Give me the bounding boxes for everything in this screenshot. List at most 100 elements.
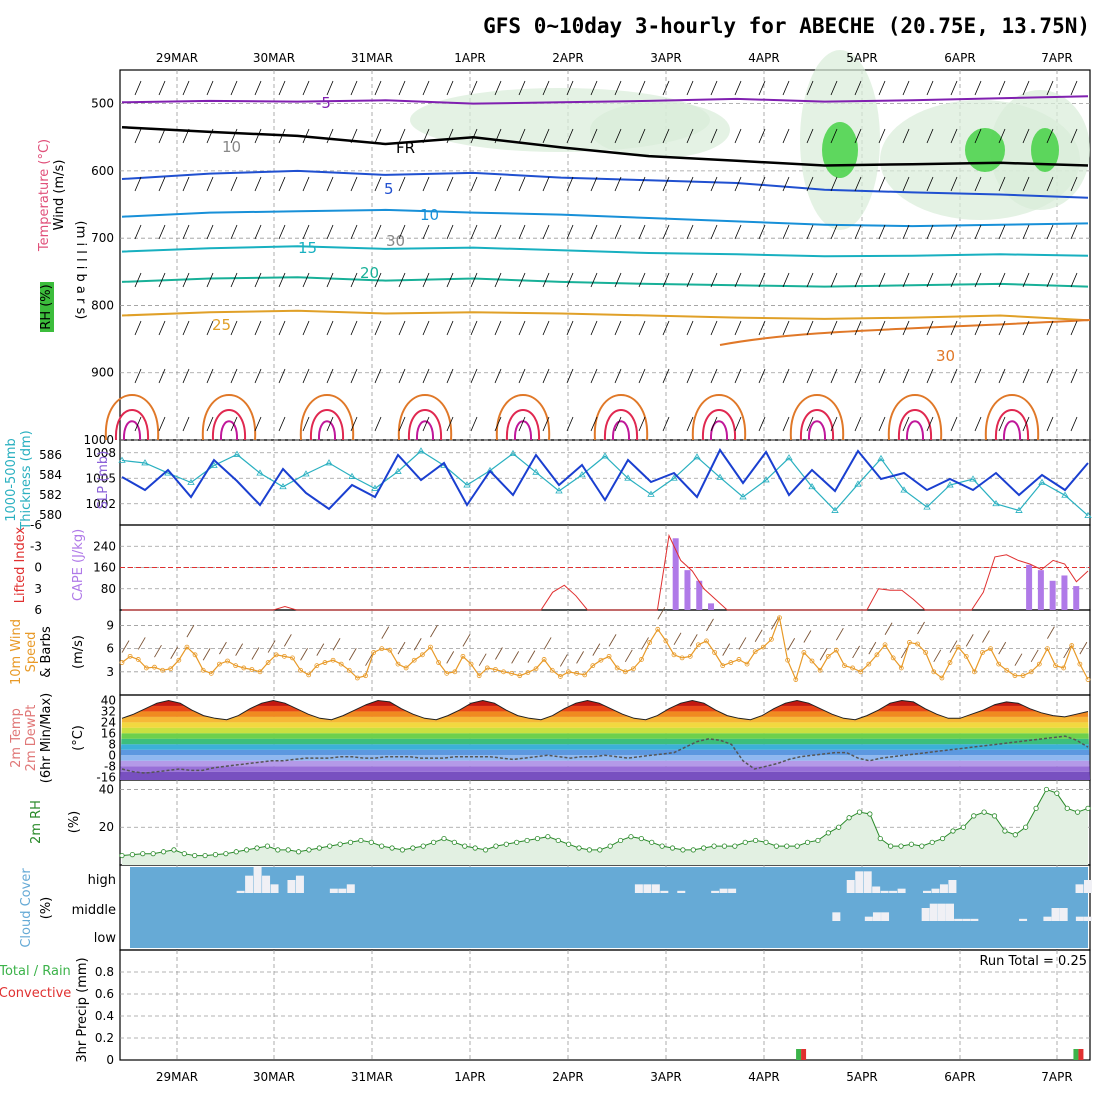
- temp-band: [120, 733, 1090, 739]
- date-label-top: 3APR: [650, 51, 681, 65]
- wind-barb: [590, 176, 598, 192]
- wind-barb: [422, 80, 430, 96]
- rh-marker: [482, 847, 489, 853]
- rh-marker: [908, 841, 915, 847]
- cloud-gap-high: [262, 875, 271, 893]
- isotherm-5: [121, 169, 1089, 199]
- isotherm-10: [121, 208, 1089, 228]
- wind-barb: [1046, 224, 1054, 240]
- wind-barb: [662, 320, 670, 336]
- rh-marker: [368, 839, 374, 845]
- wind-barb: [518, 128, 526, 144]
- wind-barb: [1070, 176, 1078, 192]
- slp-marker: [463, 481, 471, 488]
- wind-barb: [494, 272, 502, 288]
- rh-marker: [431, 839, 437, 845]
- cloud-gap-middle: [921, 908, 930, 921]
- wind-barb: [933, 649, 942, 663]
- cloud-gap-high: [846, 880, 855, 893]
- cloud-gap-high: [287, 880, 296, 893]
- isotherm-15: [121, 245, 1089, 258]
- cape-tick: 160: [93, 561, 116, 575]
- wind-speed-marker: [517, 673, 523, 679]
- date-label-bottom: 3APR: [650, 1070, 681, 1084]
- cloud-gap-high: [295, 875, 304, 893]
- wind-speed-marker: [290, 655, 295, 661]
- wind-speed-marker: [996, 661, 1002, 667]
- wind-barb: [494, 224, 502, 240]
- wind-barb: [854, 416, 862, 432]
- rh-marker: [763, 839, 769, 845]
- date-label-bottom: 31MAR: [351, 1070, 393, 1084]
- wind-barb: [758, 416, 766, 432]
- wind-barb: [518, 272, 526, 288]
- wind-barb: [422, 128, 430, 144]
- wind-barb: [878, 320, 886, 336]
- precip-label-conv: Convective: [0, 986, 71, 1001]
- wind-barb: [1070, 128, 1078, 144]
- wind-barb: [614, 128, 622, 144]
- wind-barb: [230, 320, 238, 336]
- wind-barb: [230, 272, 238, 288]
- wind-barb: [662, 80, 670, 96]
- wind-barb: [782, 224, 790, 240]
- rh-marker: [555, 837, 561, 844]
- wind-barb: [854, 224, 862, 240]
- wind-barb: [254, 272, 262, 288]
- rh-marker: [898, 843, 904, 849]
- wind-barb: [302, 176, 310, 192]
- wind-speed-marker: [468, 661, 474, 667]
- rh-marker: [534, 835, 541, 842]
- wind-speed-marker: [639, 657, 644, 662]
- wind-speed-marker: [785, 657, 791, 663]
- slp-marker: [693, 453, 701, 460]
- run-total-text: Run Total = 0.25: [979, 954, 1087, 969]
- slp-marker: [555, 487, 563, 494]
- rh-marker: [1064, 805, 1070, 811]
- temp-contour-cell: [219, 420, 239, 441]
- rh-marker: [347, 839, 354, 845]
- rh-marker: [358, 837, 364, 844]
- wind-barb: [350, 128, 358, 144]
- temp-contour-cell: [104, 394, 160, 441]
- cloud-gap-high: [329, 888, 338, 893]
- wind-barb: [950, 272, 958, 288]
- wind-speed-marker: [428, 644, 433, 650]
- contour-label: 20: [360, 264, 379, 282]
- rh-marker: [659, 843, 665, 849]
- wind-barb: [326, 368, 334, 384]
- wind-speed-marker: [330, 657, 336, 663]
- cloud-gap-high: [338, 888, 347, 893]
- wind-barb: [710, 224, 718, 240]
- wind-barb: [446, 368, 454, 384]
- rh-marker: [212, 852, 219, 858]
- cloud-axis-label: Cloud Cover: [19, 868, 34, 948]
- wind-speed-marker: [915, 641, 920, 647]
- wind-barb: [398, 272, 406, 288]
- temp-contour-cell: [211, 409, 247, 441]
- precip-conv-bar: [1078, 1049, 1084, 1060]
- contour-label: 30: [386, 232, 405, 250]
- wind-speed-marker: [712, 650, 717, 655]
- rh-marker: [804, 839, 811, 845]
- wind-barb: [1046, 128, 1054, 144]
- li-tick: -3: [30, 539, 42, 553]
- wind-barb: [1046, 176, 1054, 192]
- rh-marker: [1002, 828, 1008, 834]
- wind-barb: [662, 224, 670, 240]
- rh-tick: 20: [99, 820, 114, 834]
- wind-barb: [673, 632, 682, 646]
- wind-barb: [902, 80, 910, 96]
- wind-speed-marker: [687, 653, 693, 659]
- wind-barb: [202, 648, 211, 661]
- cloud-gap-middle: [1075, 916, 1084, 921]
- slp-marker: [1061, 491, 1069, 498]
- wind-barb: [590, 416, 598, 432]
- cloud-level-middle: middle: [72, 903, 116, 918]
- wind-speed-marker: [549, 667, 555, 673]
- isotherm-FR: [121, 125, 1089, 167]
- wind-barb: [462, 634, 471, 647]
- wind-barb: [348, 648, 357, 661]
- wind-barb: [710, 80, 718, 96]
- wind-barb: [657, 607, 666, 620]
